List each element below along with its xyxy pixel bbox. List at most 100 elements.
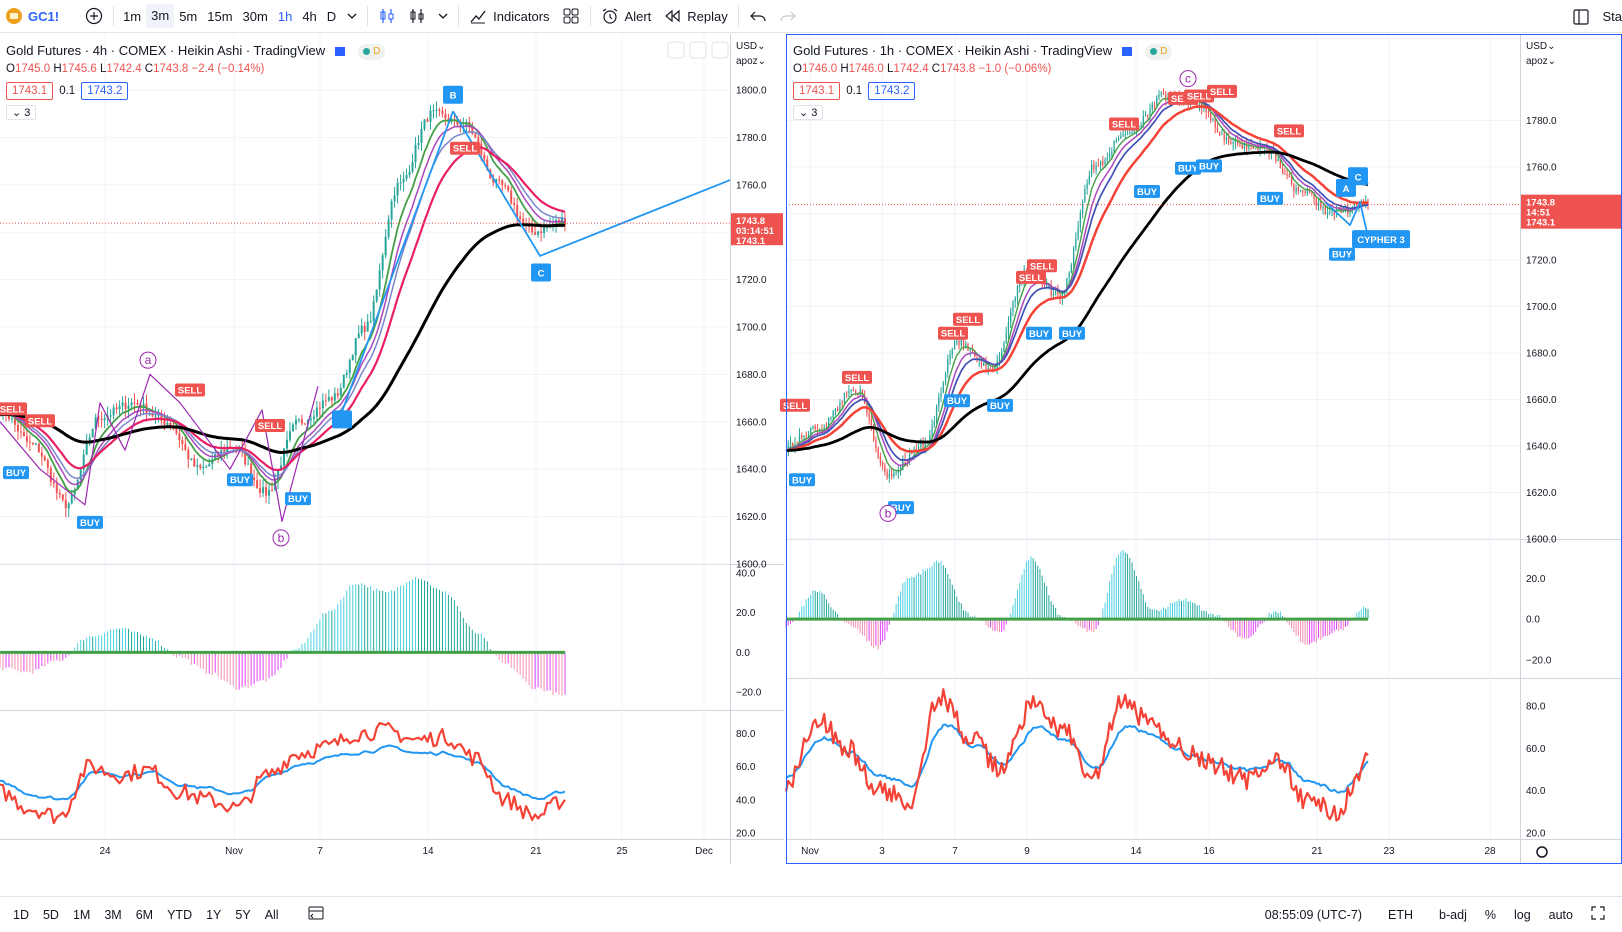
candle-body xyxy=(1068,272,1070,279)
flag-icon[interactable] xyxy=(334,47,345,57)
range-5y[interactable]: 5Y xyxy=(235,907,251,922)
timeframe-30m[interactable]: 30m xyxy=(242,8,268,24)
candle-body xyxy=(1151,104,1153,110)
layouts-button[interactable] xyxy=(556,0,586,33)
collapse-indicators-button[interactable]: ⌄ 3 xyxy=(793,104,824,120)
candle-body xyxy=(465,122,468,127)
maximize-icon[interactable] xyxy=(711,41,729,59)
candle-body xyxy=(1165,94,1167,100)
timeframe-4h[interactable]: 4h xyxy=(302,8,317,24)
candle-body xyxy=(837,408,839,411)
open-value: 1746.0 xyxy=(801,62,838,75)
candle-body xyxy=(1126,134,1129,136)
scale-selector: apoz⌄ xyxy=(736,56,766,67)
timeframe-3m[interactable]: 3m xyxy=(146,4,175,28)
candle-body xyxy=(405,175,408,179)
range-all[interactable]: All xyxy=(264,907,279,922)
alert-button[interactable]: Alert xyxy=(595,0,658,33)
timeframe-1h[interactable]: 1h xyxy=(277,8,293,24)
goto-date-button[interactable] xyxy=(300,905,332,924)
range-5d[interactable]: 5D xyxy=(42,907,59,922)
candle-body xyxy=(1279,158,1282,169)
sell-signal-label xyxy=(1016,270,1046,284)
bid-price-tag: 1743.1 xyxy=(736,236,766,247)
clock-timezone[interactable]: 08:55:09 (UTC-7) xyxy=(1264,907,1363,922)
buy-price-button[interactable]: 1743.2 xyxy=(868,81,916,100)
session-toggle[interactable]: ETH xyxy=(1388,907,1414,922)
candle-body xyxy=(7,414,10,420)
auto-scale-toggle[interactable]: auto xyxy=(1548,907,1573,922)
undo-button[interactable] xyxy=(743,0,773,33)
collapse-indicators-button[interactable]: ⌄ 3 xyxy=(6,104,37,120)
candle-body xyxy=(834,408,837,412)
candle-body xyxy=(1205,106,1207,113)
time-tick-label: 9 xyxy=(1024,846,1030,857)
timeframe-15m[interactable]: 15m xyxy=(207,8,233,24)
redo-button[interactable] xyxy=(773,0,803,33)
chart-type-button[interactable] xyxy=(402,0,432,33)
timeframe-5m[interactable]: 5m xyxy=(179,8,198,24)
sell-signal-text: SELL xyxy=(1112,119,1136,130)
price-tick-label: 1640.0 xyxy=(1526,442,1557,453)
percent-scale-toggle[interactable]: % xyxy=(1484,907,1496,922)
candle-body xyxy=(877,447,879,457)
timeframe-dropdown[interactable] xyxy=(341,0,363,33)
sell-price-button[interactable]: 1743.1 xyxy=(6,81,54,100)
candle-body xyxy=(969,349,971,351)
candle-body xyxy=(285,439,288,449)
flag-icon[interactable] xyxy=(1121,47,1132,57)
layout-toggle-button[interactable] xyxy=(1566,0,1596,33)
pattern-point-text: C xyxy=(1355,172,1362,183)
indicators-button[interactable]: Indicators xyxy=(463,0,555,33)
range-1y[interactable]: 1Y xyxy=(206,907,222,922)
rsi-line xyxy=(0,721,566,825)
range-3m[interactable]: 3M xyxy=(104,907,122,922)
chart-type-dropdown[interactable] xyxy=(432,0,454,33)
timeframe-1m[interactable]: 1m xyxy=(123,8,142,24)
data-status-pill[interactable]: D xyxy=(358,43,386,60)
top-toolbar: GC1! 1m 3m 5m 15m 30m 1h 4h D Indicators Alert … xyxy=(0,0,1622,33)
range-1m[interactable]: 1M xyxy=(72,907,91,922)
candle-body xyxy=(1007,322,1010,334)
candle-body xyxy=(1108,153,1111,158)
candle-body xyxy=(498,179,501,181)
candle-body xyxy=(1153,104,1156,106)
data-status-pill[interactable]: D xyxy=(1145,43,1173,60)
candle-body xyxy=(1232,142,1234,145)
close-icon[interactable] xyxy=(689,41,707,59)
timeframe-D[interactable]: D xyxy=(326,8,337,24)
adjustment-toggle[interactable]: b-adj xyxy=(1439,907,1467,922)
gear-icon[interactable] xyxy=(1536,846,1548,858)
candles-style-button[interactable] xyxy=(372,0,402,33)
replay-button[interactable]: Replay xyxy=(657,0,733,33)
start-button[interactable]: Sta xyxy=(1596,0,1622,33)
redo-icon xyxy=(780,11,796,22)
candle-body xyxy=(324,400,327,402)
high-value: 1745.6 xyxy=(61,62,97,75)
charts-canvas[interactable]: 1800.01780.01760.01740.01720.01700.01680… xyxy=(0,34,1622,896)
range-1d[interactable]: 1D xyxy=(13,907,29,922)
candle-body xyxy=(166,422,169,425)
compare-button[interactable] xyxy=(79,0,109,33)
fast-ma-line xyxy=(785,95,1369,472)
range-6m[interactable]: 6M xyxy=(135,907,154,922)
sell-price-button[interactable]: 1743.1 xyxy=(793,81,841,100)
candle-body xyxy=(423,119,426,129)
candle-body xyxy=(259,487,262,494)
fullscreen-button[interactable] xyxy=(1584,906,1612,923)
right-chart-legend: Gold Futures · 1h · COMEX · Heikin Ashi … xyxy=(793,43,1173,120)
candle-body xyxy=(830,417,832,419)
log-scale-toggle[interactable]: log xyxy=(1513,907,1531,922)
indicators-icon xyxy=(470,10,486,24)
wave-label: a xyxy=(145,353,152,367)
candle-body xyxy=(1144,115,1147,117)
candle-body xyxy=(1093,164,1095,170)
candle-body xyxy=(178,433,181,440)
osc-tick-label: 0.0 xyxy=(1526,615,1540,626)
pattern-point-label xyxy=(443,85,463,104)
candle-body xyxy=(136,402,139,405)
range-ytd[interactable]: YTD xyxy=(167,907,193,922)
arrow-down-icon[interactable] xyxy=(667,41,685,59)
buy-price-button[interactable]: 1743.2 xyxy=(81,81,129,100)
symbol-search[interactable]: GC1! xyxy=(0,0,65,33)
